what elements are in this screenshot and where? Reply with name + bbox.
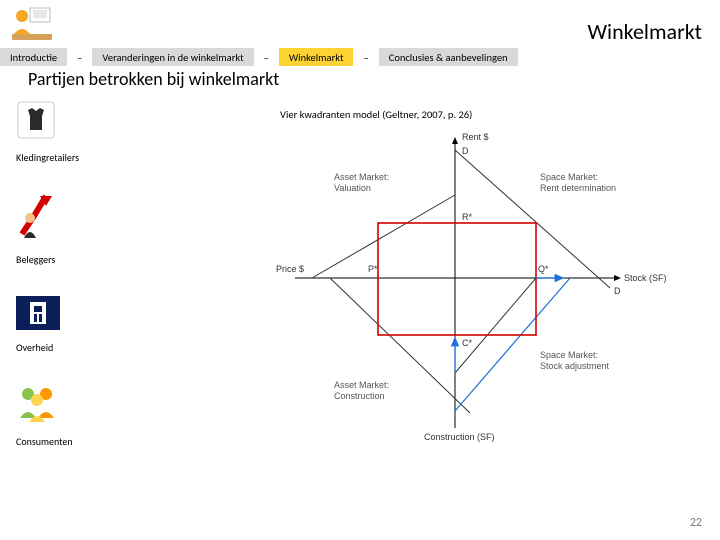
quad-bl-sub: Construction [334,391,385,401]
quad-tr-title: Space Market: [540,172,598,182]
breadcrumb-item-veranderingen: Veranderingen in de winkelmarkt [92,48,253,66]
point-q: Q* [538,264,549,274]
line-valuation [312,195,455,278]
point-r: R* [462,212,472,222]
consumers-icon [16,384,136,429]
axis-label-price: Price $ [276,264,304,274]
party-label: Kledingretailers [16,151,79,164]
point-p: P* [368,264,378,274]
diagram-caption: Vier kwadranten model (Geltner, 2007, p.… [280,108,472,121]
line-demand [455,150,610,288]
party-label: Overheid [16,341,53,354]
shirt-icon [16,100,136,145]
quad-br-title: Space Market: [540,350,598,360]
parties-list: Kledingretailers Beleggers Overheid [16,100,136,478]
breadcrumb-separator: – [254,51,279,64]
investor-icon [16,194,136,247]
presenter-logo [10,4,54,42]
point-d-right: D [614,286,621,296]
line-stock-adjustment-shift [455,278,570,411]
point-c: C* [462,338,472,348]
party-consumenten: Consumenten [16,384,136,450]
quad-br-sub: Stock adjustment [540,361,610,371]
party-overheid: Overheid [16,296,136,356]
equilibrium-box [378,223,536,335]
breadcrumb-separator: – [353,51,378,64]
axis-label-rent: Rent $ [462,132,489,142]
breadcrumb-item-introductie: Introductie [0,48,67,66]
slide-subtitle: Partijen betrokken bij winkelmarkt [28,68,279,90]
party-label: Consumenten [16,435,73,448]
slide-title: Winkelmarkt [587,18,702,45]
four-quadrant-diagram: Rent $ Stock (SF) Construction (SF) Pric… [240,128,670,478]
government-icon [16,296,136,335]
breadcrumb-item-winkelmarkt: Winkelmarkt [279,48,354,66]
quad-bl-title: Asset Market: [334,380,389,390]
party-kledingretailers: Kledingretailers [16,100,136,166]
page-number: 22 [690,516,702,530]
party-beleggers: Beleggers [16,194,136,268]
breadcrumb-item-conclusies: Conclusies & aanbevelingen [379,48,518,66]
quad-tl-sub: Valuation [334,183,371,193]
breadcrumb: Introductie – Veranderingen in de winkel… [0,48,720,66]
axis-label-construction: Construction (SF) [424,432,495,442]
quad-tr-sub: Rent determination [540,183,616,193]
point-d-top: D [462,146,469,156]
line-stock-adjustment-inner [455,278,536,373]
quad-tl-title: Asset Market: [334,172,389,182]
axis-label-stock: Stock (SF) [624,273,667,283]
breadcrumb-separator: – [67,51,92,64]
party-label: Beleggers [16,253,55,266]
